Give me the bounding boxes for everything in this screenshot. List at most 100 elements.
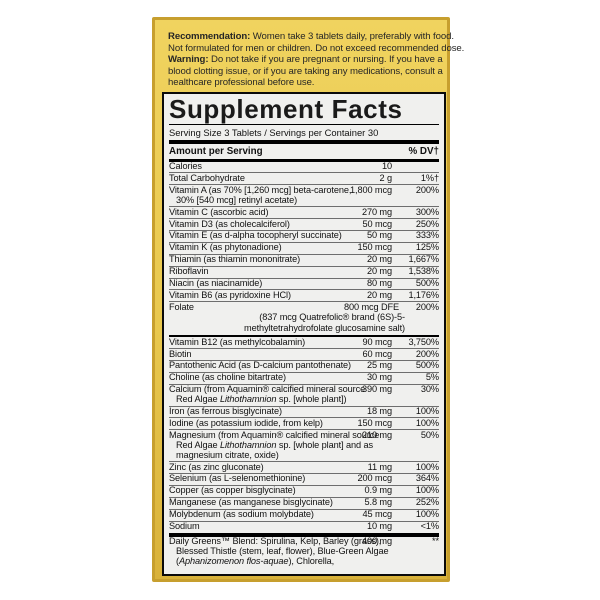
- nutrient-name: Magnesium (from Aquamin® calcified miner…: [169, 429, 380, 460]
- recommendation-warning-text: Recommendation: Women take 3 tablets dai…: [168, 31, 465, 89]
- nutrient-name: Selenium (as L-selenomethionine): [169, 473, 306, 484]
- serving-size-line: Serving Size 3 Tablets / Servings per Co…: [169, 126, 379, 138]
- table-row: Iron (as ferrous bisglycinate) 18 mg 100%: [169, 406, 439, 419]
- nutrient-subnote: (837 mcg Quatrefolic® brand (6S)-5-: [259, 312, 405, 323]
- nutrient-dv: 100%: [415, 406, 439, 417]
- nutrient-dv: 200%: [415, 184, 439, 195]
- table-row: Riboflavin 20 mg 1,538%: [169, 266, 439, 279]
- nutrient-name: Copper (as copper bisglycinate): [169, 485, 296, 496]
- notice-line: blood clotting issue, or if you are taki…: [168, 65, 443, 77]
- nutrient-amount: 800 mcg DFE: [344, 301, 400, 312]
- supplement-facts-box: Supplement Facts Serving Size 3 Tablets …: [162, 92, 446, 576]
- table-row: Calcium (from Aquamin® calcified mineral…: [169, 384, 439, 407]
- table-header-row: Amount per Serving % DV†: [169, 144, 439, 159]
- divider-bar: [169, 158, 439, 162]
- nutrient-name: Vitamin E (as d-alpha tocopheryl succina…: [169, 230, 342, 241]
- nutrient-amount: 60 mcg: [362, 348, 392, 359]
- nutrient-name: Vitamin A (as 70% [1,260 mcg] beta-carot…: [169, 184, 352, 205]
- table-row: Daily Greens™ Blend: Spirulina, Kelp, Ba…: [169, 536, 439, 568]
- nutrient-name: Total Carbohydrate: [169, 172, 245, 183]
- nutrient-name: Zinc (as zinc gluconate): [169, 461, 264, 472]
- nutrient-dv: 364%: [415, 473, 439, 484]
- nutrient-dv: 30%: [420, 384, 439, 395]
- nutrient-name: Iron (as ferrous bisglycinate): [169, 406, 282, 417]
- table-row: Vitamin K (as phytonadione) 150 mcg 125%: [169, 242, 439, 255]
- nutrient-name: Molybdenum (as sodium molybdate): [169, 509, 314, 520]
- divider-bar: [169, 532, 439, 537]
- nutrient-name: Calories: [169, 161, 202, 171]
- nutrient-dv: 1,538%: [408, 266, 439, 277]
- nutrient-dv: **: [432, 536, 439, 546]
- table-row: Vitamin B6 (as pyridoxine HCl) 20 mg 1,176…: [169, 289, 439, 303]
- nutrient-dv: 200%: [415, 348, 439, 359]
- nutrient-amount: 390 mg: [361, 384, 392, 395]
- nutrient-name: Sodium: [169, 521, 200, 532]
- nutrient-dv: 5%: [425, 372, 439, 383]
- nutrient-dv: 125%: [415, 242, 439, 253]
- nutrient-table: Calories 10 Total Carbohydrate 2 g 1%† Vitami…: [169, 161, 439, 568]
- nutrient-dv: 100%: [415, 485, 439, 496]
- nutrient-name: Niacin (as niacinamide): [169, 278, 263, 289]
- nutrient-amount: 80 mg: [366, 278, 392, 289]
- nutrient-amount: 400 mg: [361, 536, 392, 546]
- nutrient-dv: 300%: [415, 206, 439, 217]
- nutrient-name: Vitamin B12 (as methylcobalamin): [169, 336, 306, 347]
- nutrient-dv: 500%: [415, 360, 439, 371]
- divider-bar: [169, 139, 439, 144]
- nutrient-dv: 200%: [415, 301, 439, 312]
- nutrient-name: Vitamin D3 (as cholecalciferol): [169, 218, 290, 229]
- notice-line: Not formulated for men or children. Do n…: [168, 42, 465, 54]
- notice-line: Warning: Do not take if you are pregnant…: [168, 54, 443, 66]
- nutrient-name: Choline (as choline bitartrate): [169, 372, 286, 383]
- table-row: Biotin 60 mcg 200%: [169, 349, 439, 361]
- supplement-facts-title: Supplement Facts: [169, 95, 439, 125]
- nutrient-dv: 500%: [415, 278, 439, 289]
- nutrient-amount: 200 mcg: [357, 473, 392, 484]
- percent-dv-header: % DV†: [408, 145, 440, 157]
- nutrient-amount: 10 mg: [366, 521, 392, 532]
- nutrient-amount: 150 mcg: [357, 242, 392, 253]
- nutrient-amount: 5.8 mg: [364, 497, 393, 508]
- nutrient-amount: 18 mg: [366, 406, 392, 417]
- notice-line: Recommendation: Women take 3 tablets dai…: [168, 31, 454, 42]
- divider-bar: [169, 335, 439, 338]
- table-row: Choline (as choline bitartrate) 30 mg 5%: [169, 372, 439, 385]
- nutrient-name: Calcium (from Aquamin® calcified mineral…: [169, 384, 366, 405]
- nutrient-amount: 30 mg: [366, 372, 392, 383]
- nutrient-amount: 10: [381, 161, 392, 171]
- amount-per-serving-header: Amount per Serving: [169, 145, 263, 157]
- table-row: Vitamin D3 (as cholecalciferol) 50 mcg 250…: [169, 219, 439, 231]
- nutrient-name: Vitamin C (ascorbic acid): [169, 206, 269, 217]
- nutrient-subnote: methyltetrahydrofolate glucosamine salt): [244, 323, 405, 334]
- nutrient-dv: <1%: [420, 521, 439, 532]
- table-row: Sodium 10 mg <1%: [169, 521, 439, 533]
- nutrient-amount: 20 mg: [366, 266, 392, 277]
- table-row: Vitamin C (ascorbic acid) 270 mg 300%: [169, 206, 439, 220]
- nutrient-amount: 45 mcg: [362, 509, 392, 520]
- nutrient-amount: 25 mg: [366, 360, 392, 371]
- nutrient-amount: 20 mg: [366, 289, 392, 300]
- table-row: Vitamin E (as d-alpha tocopheryl succina…: [169, 230, 439, 243]
- nutrient-dv: 100%: [415, 509, 439, 520]
- table-row: Vitamin A (as 70% [1,260 mcg] beta-carot…: [169, 184, 439, 208]
- nutrient-name: Thiamin (as thiamin mononitrate): [169, 254, 301, 265]
- nutrient-amount: 150 mcg: [357, 417, 392, 428]
- nutrient-dv: 3,750%: [408, 336, 439, 347]
- nutrient-dv: 1%†: [420, 172, 439, 183]
- nutrient-name: Folate: [169, 301, 194, 312]
- table-row: Total Carbohydrate 2 g 1%†: [169, 172, 439, 186]
- nutrient-amount: 50 mg: [366, 230, 392, 241]
- nutrient-dv: 252%: [415, 497, 439, 508]
- nutrient-amount: 50 mcg: [362, 218, 392, 229]
- supplement-label-panel: Recommendation: Women take 3 tablets dai…: [152, 17, 465, 582]
- nutrient-name: Manganese (as manganese bisglycinate): [169, 497, 333, 508]
- nutrient-name: Riboflavin: [169, 266, 209, 277]
- table-row: Thiamin (as thiamin mononitrate) 20 mg 1,6…: [169, 254, 439, 267]
- nutrient-name: Vitamin B6 (as pyridoxine HCl): [169, 289, 291, 300]
- nutrient-amount: 90 mcg: [362, 336, 392, 347]
- table-row: Copper (as copper bisglycinate) 0.9 mg 100…: [169, 485, 439, 498]
- table-row: Iodine (as potassium iodide, from kelp) 1…: [169, 417, 439, 431]
- table-row: Folate 800 mcg DFE 200% (837 mcg Quatrefoli…: [169, 302, 439, 335]
- nutrient-name: Pantothenic Acid (as D-calcium pantothen…: [169, 360, 352, 371]
